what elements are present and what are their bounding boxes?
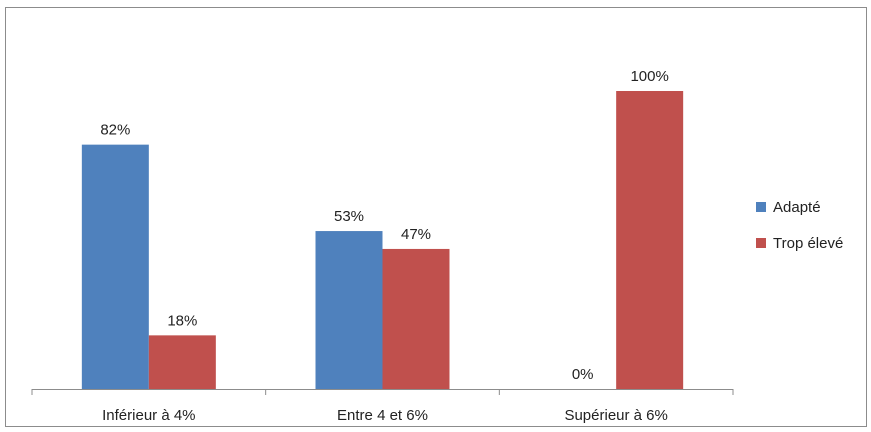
legend-swatch-0 (756, 202, 766, 212)
legend-label-1: Trop élevé (773, 235, 843, 252)
x-ticks-group (31, 389, 734, 395)
category-labels-group: Inférieur à 4% Entre 4 et 6% Supérieur à 6… (102, 407, 668, 424)
bar-adapte-0 (81, 144, 149, 389)
data-label-1-0: 18% (167, 312, 197, 329)
bar-adapte-1 (315, 231, 383, 389)
data-labels-group: 82% 18% 53% 47% 0% 100% (100, 68, 669, 383)
legend: Adapté Trop élevé (756, 199, 843, 252)
legend-label-0: Adapté (773, 199, 821, 216)
data-label-0-0: 82% (100, 122, 130, 139)
data-label-1-1: 47% (401, 226, 431, 243)
legend-swatch-1 (756, 238, 766, 248)
bars-group (81, 91, 684, 389)
data-label-1-2: 100% (630, 68, 668, 85)
bar-trop-eleve-1 (382, 248, 450, 389)
bar-trop-eleve-0 (148, 335, 216, 389)
data-label-0-1: 53% (334, 208, 364, 225)
category-label-1: Entre 4 et 6% (337, 407, 428, 424)
data-label-0-2: 0% (572, 366, 594, 383)
category-label-0: Inférieur à 4% (102, 407, 195, 424)
bar-trop-eleve-2 (616, 91, 684, 389)
category-label-2: Supérieur à 6% (564, 407, 667, 424)
